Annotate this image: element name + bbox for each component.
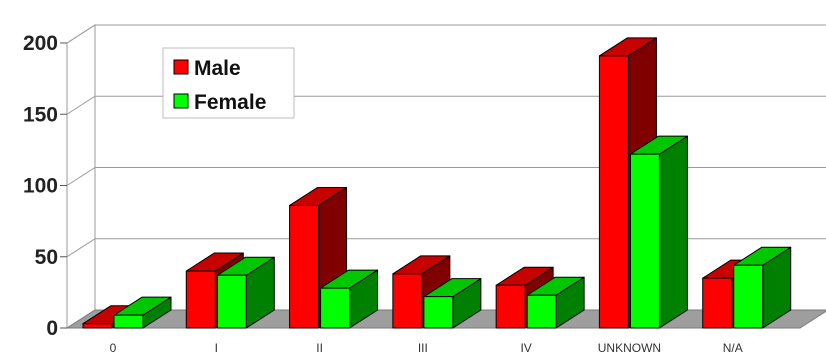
y-tick-label: 150 — [23, 103, 58, 126]
gridline — [66, 238, 826, 258]
legend-label-male: Male — [194, 57, 241, 80]
x-axis-ticks: 0 I II III IV UNKNOWN N/A — [110, 341, 743, 354]
x-tick-label: II — [316, 341, 323, 354]
gridline — [66, 167, 826, 186]
legend-label-female: Female — [194, 91, 266, 114]
gridline — [66, 95, 826, 115]
bar-female-6 — [733, 246, 792, 329]
bar-female-4 — [526, 276, 585, 329]
x-tick-label: I — [215, 341, 218, 354]
bar-female-0 — [113, 296, 172, 329]
bar-female-2 — [320, 269, 379, 329]
legend: Male Female — [162, 47, 295, 119]
x-tick-label: IV — [520, 341, 531, 354]
legend-swatch-male — [173, 59, 189, 75]
x-tick-label: III — [418, 341, 428, 354]
legend-swatch-female — [173, 93, 189, 109]
x-tick-label: UNKNOWN — [598, 341, 661, 354]
x-tick-label: N/A — [723, 341, 743, 354]
y-tick-label: 200 — [23, 32, 58, 55]
y-tick-label: 100 — [23, 175, 58, 198]
x-tick-label: 0 — [110, 341, 117, 354]
bar-female-1 — [216, 256, 275, 329]
bar-female-5 — [629, 135, 688, 329]
gridlines — [66, 24, 826, 258]
bar-female-3 — [423, 278, 482, 329]
bars — [82, 37, 792, 329]
y-tick-label: 0 — [46, 317, 58, 340]
y-tick-label: 50 — [35, 246, 58, 269]
y-axis-ticks: 0 50 100 150 200 — [23, 32, 67, 340]
gridline — [66, 24, 826, 44]
